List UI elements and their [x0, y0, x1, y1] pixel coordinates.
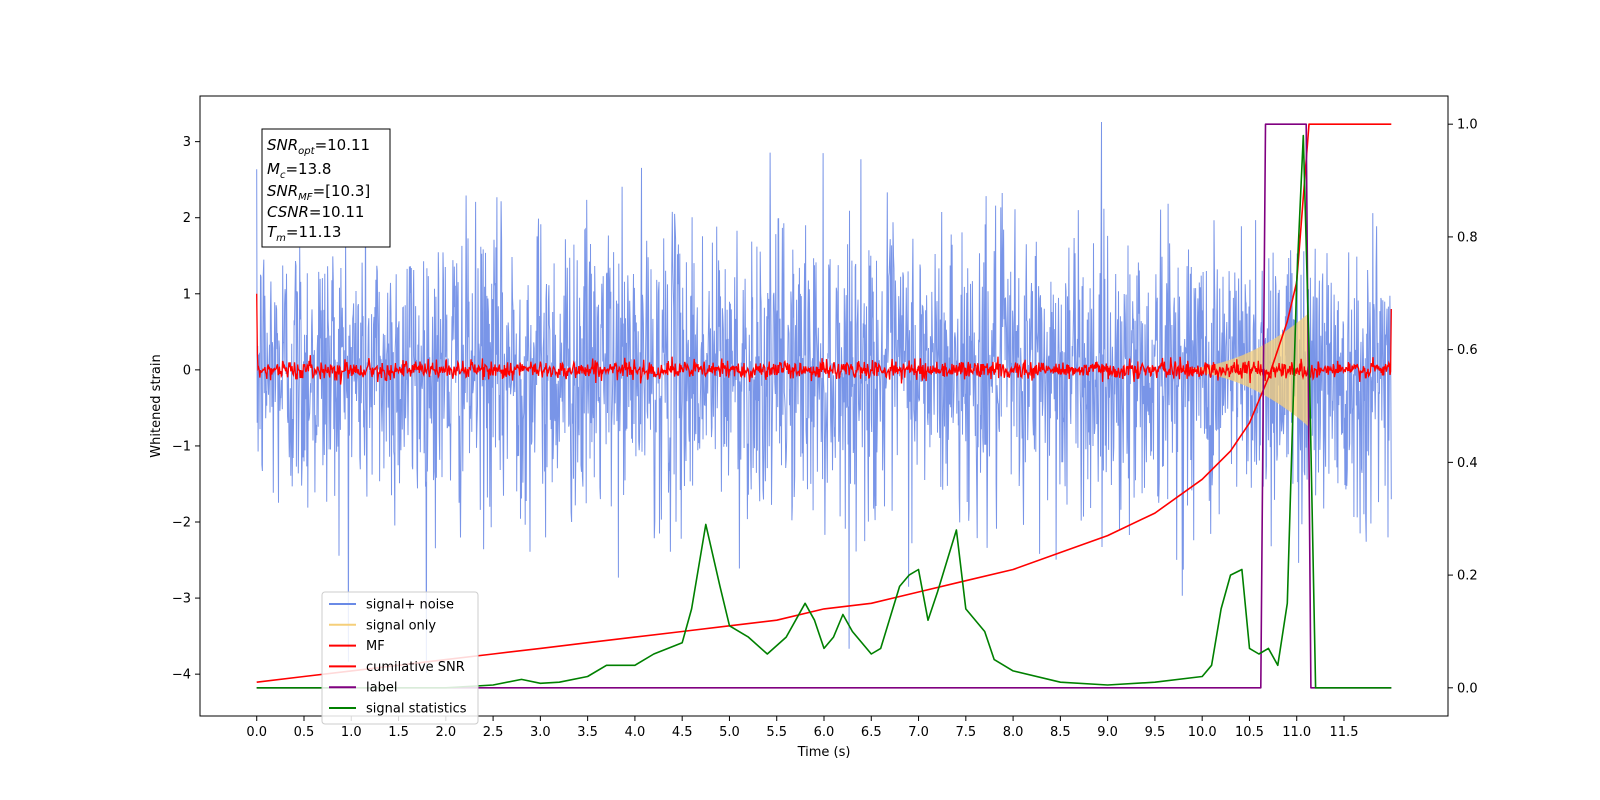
series-mf — [256, 293, 1392, 385]
y-tick-label-left: −1 — [172, 439, 191, 454]
x-axis-label: Time (s) — [797, 745, 851, 760]
y-tick-label-left: −4 — [172, 668, 191, 683]
x-tick-label: 8.0 — [1003, 725, 1024, 740]
x-tick-label: 8.5 — [1050, 725, 1071, 740]
x-tick-label: 10.0 — [1188, 725, 1217, 740]
legend-label: cumilative SNR — [366, 660, 465, 675]
info-tm-sub: m — [276, 233, 286, 244]
x-tick-label: 0.5 — [294, 725, 315, 740]
x-tick-label: 9.5 — [1145, 725, 1166, 740]
info-csnr: CSNR=10.11 — [267, 203, 364, 221]
info-mc-sub: c — [280, 170, 286, 181]
legend-label: signal only — [366, 618, 436, 633]
info-snr-mf-name: SNR — [267, 182, 298, 200]
x-tick-label: 5.5 — [766, 725, 787, 740]
info-csnr-value: =10.11 — [309, 203, 365, 221]
x-tick-label: 3.0 — [530, 725, 551, 740]
x-tick-label: 5.0 — [719, 725, 740, 740]
x-tick-label: 7.5 — [955, 725, 976, 740]
x-tick-label: 9.0 — [1097, 725, 1118, 740]
x-tick-label: 1.5 — [388, 725, 409, 740]
x-tick-label: 10.5 — [1235, 725, 1264, 740]
y-tick-label-left: −2 — [172, 516, 191, 531]
info-snr-opt-value: =10.11 — [315, 136, 371, 154]
x-tick-label: 1.0 — [341, 725, 362, 740]
info-box-frame — [261, 128, 391, 248]
x-tick-label: 11.0 — [1282, 725, 1311, 740]
y-tick-label-right: 1.0 — [1457, 118, 1478, 133]
x-axis: 0.0 0.5 1.0 1.5 2.0 2.5 3.0 3.5 4.0 4.5 5.0 5.5 6.0 6… — [246, 716, 1358, 740]
x-tick-label: 2.0 — [435, 725, 456, 740]
info-mc-name: M — [267, 160, 280, 178]
info-tm: Tm=11.13 — [267, 223, 341, 244]
x-tick-label: 6.5 — [861, 725, 882, 740]
info-box: SNRopt=10.11 Mc=13.8 SNRMF=[10.3] CSNR=1… — [261, 128, 391, 248]
y-tick-label-left: 3 — [183, 135, 191, 150]
y-axis-left: −4 −3 −2 −1 0 1 2 3 — [172, 135, 200, 683]
series-signal-statistics — [256, 134, 1392, 689]
legend-label: signal+ noise — [366, 598, 454, 613]
x-tick-label: 0.0 — [246, 725, 267, 740]
y-tick-label-right: 0.6 — [1457, 343, 1478, 358]
info-csnr-name: CSNR — [267, 203, 309, 221]
legend: signal+ noise signal only MF cumilative SNR… — [321, 591, 479, 725]
info-mc: Mc=13.8 — [267, 160, 331, 181]
legend-label: MF — [366, 639, 385, 654]
x-tick-label: 11.5 — [1330, 725, 1359, 740]
info-snr-mf-value: =[10.3] — [313, 182, 371, 200]
x-tick-label: 6.0 — [814, 725, 835, 740]
info-snr-opt: SNRopt=10.11 — [267, 136, 370, 157]
y-tick-label-right: 0.2 — [1457, 569, 1478, 584]
y-tick-label-right: 0.8 — [1457, 230, 1478, 245]
info-tm-name: T — [267, 223, 278, 241]
legend-entries: signal+ noise signal only MF cumilative SNR… — [329, 598, 467, 717]
y-axis-label: Whitened strain — [149, 354, 164, 457]
x-tick-label: 7.0 — [908, 725, 929, 740]
info-tm-value: =11.13 — [286, 223, 342, 241]
info-snr-mf-sub: MF — [298, 192, 313, 203]
y-tick-label-left: 1 — [183, 287, 191, 302]
y-axis-right: 0.0 0.2 0.4 0.6 0.8 1.0 — [1448, 118, 1478, 696]
x-tick-label: 4.5 — [672, 725, 693, 740]
x-tick-label: 2.5 — [483, 725, 504, 740]
y-tick-label-left: 2 — [183, 211, 191, 226]
x-tick-label: 3.5 — [577, 725, 598, 740]
info-snr-opt-name: SNR — [267, 136, 298, 154]
legend-label: signal statistics — [366, 702, 467, 717]
info-snr-opt-sub: opt — [298, 146, 315, 157]
y-tick-label-left: 0 — [183, 363, 191, 378]
info-mc-value: =13.8 — [285, 160, 331, 178]
info-snr-mf: SNRMF=[10.3] — [267, 182, 370, 203]
y-tick-label-left: −3 — [172, 592, 191, 607]
x-tick-label: 4.0 — [625, 725, 646, 740]
y-tick-label-right: 0.4 — [1457, 456, 1478, 471]
series-signal-noise — [256, 121, 1392, 674]
legend-frame — [321, 591, 479, 725]
y-tick-label-right: 0.0 — [1457, 681, 1478, 696]
legend-label: label — [366, 681, 397, 696]
